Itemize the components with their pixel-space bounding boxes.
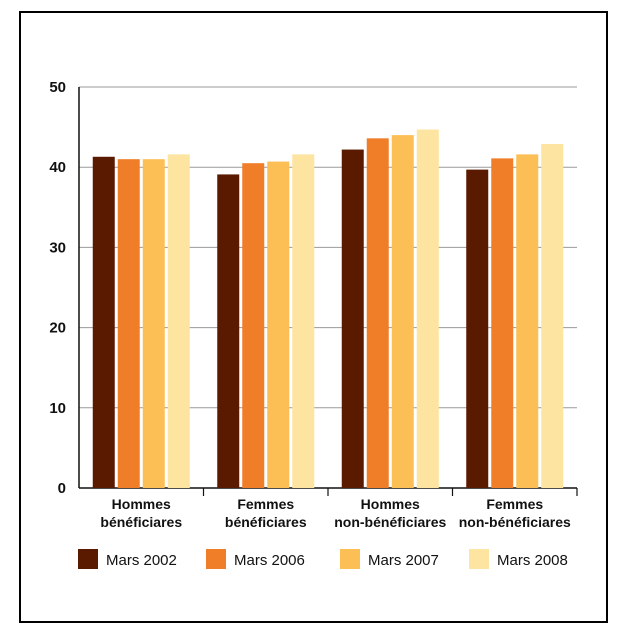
legend-label-2: Mars 2007 bbox=[368, 552, 439, 569]
legend-swatch-1 bbox=[206, 549, 226, 569]
bar-1-0 bbox=[217, 174, 240, 488]
y-tick-label-40: 40 bbox=[49, 159, 66, 176]
x-category-label-3-1: non-bénéficiares bbox=[459, 514, 571, 530]
y-tick-label-0: 0 bbox=[58, 480, 66, 497]
x-category-label-0-1: bénéficiares bbox=[100, 514, 182, 530]
bar-1-1 bbox=[242, 163, 265, 488]
y-tick-label-50: 50 bbox=[49, 79, 66, 96]
bar-3-3 bbox=[541, 143, 564, 488]
bar-1-3 bbox=[292, 154, 315, 489]
bar-3-0 bbox=[466, 169, 489, 488]
legend-label-3: Mars 2008 bbox=[497, 552, 568, 569]
legend-label-0: Mars 2002 bbox=[106, 552, 177, 569]
bar-3-1 bbox=[491, 158, 514, 489]
legend-label-1: Mars 2006 bbox=[234, 552, 305, 569]
y-tick-label-20: 20 bbox=[49, 320, 66, 337]
bar-0-3 bbox=[167, 154, 190, 489]
legend-swatch-0 bbox=[78, 549, 98, 569]
x-category-label-1-1: bénéficiares bbox=[225, 514, 307, 530]
bar-3-2 bbox=[516, 154, 539, 489]
y-tick-label-10: 10 bbox=[49, 400, 66, 417]
bar-2-0 bbox=[341, 149, 364, 488]
x-category-label-1-0: Femmes bbox=[237, 496, 294, 512]
bar-0-0 bbox=[92, 156, 115, 489]
bar-0-2 bbox=[142, 159, 165, 488]
legend-swatch-2 bbox=[340, 549, 360, 569]
bar-1-2 bbox=[267, 161, 290, 488]
legend-swatch-3 bbox=[469, 549, 489, 569]
bar-2-1 bbox=[366, 138, 389, 488]
x-category-label-2-1: non-bénéficiares bbox=[334, 514, 446, 530]
bar-2-3 bbox=[416, 129, 439, 489]
y-tick-label-30: 30 bbox=[49, 239, 66, 256]
x-category-label-3-0: Femmes bbox=[486, 496, 543, 512]
bar-0-1 bbox=[117, 159, 140, 488]
x-category-label-2-0: Hommes bbox=[361, 496, 420, 512]
x-category-label-0-0: Hommes bbox=[112, 496, 171, 512]
bar-2-2 bbox=[391, 135, 414, 488]
